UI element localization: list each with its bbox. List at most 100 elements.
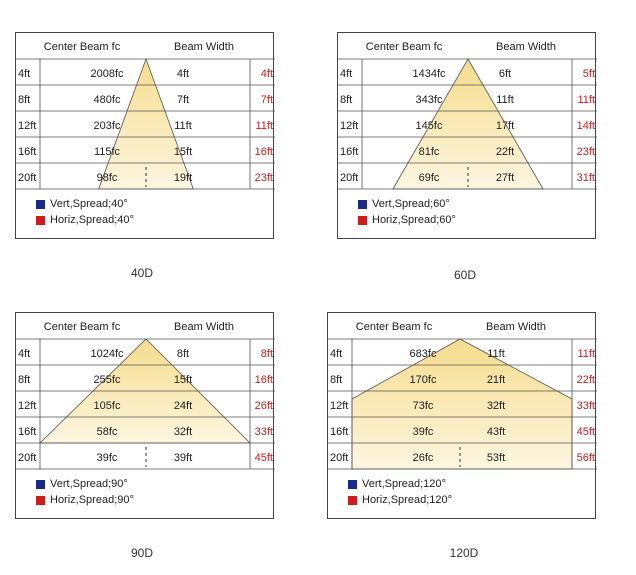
- caption-90: 90D: [130, 546, 153, 560]
- header-center-beam: Center Beam fc: [366, 41, 443, 53]
- row-center-fc: 115fc: [94, 146, 121, 158]
- row-horiz-width: 14ft: [577, 120, 595, 132]
- row-distance: 16ft: [340, 146, 358, 158]
- row-distance: 4ft: [330, 348, 342, 360]
- row-center-fc: 58fc: [97, 426, 118, 438]
- row-horiz-width: 23ft: [577, 146, 595, 158]
- vert-swatch: [348, 479, 357, 489]
- row-distance: 8ft: [330, 374, 342, 386]
- row-beam-width: 15ft: [174, 374, 192, 386]
- beam-panel-40: Center Beam fc Beam Width 4ft 2008fc 4ft 4ft 8…: [15, 32, 275, 239]
- row-center-fc: 203fc: [94, 120, 121, 132]
- vert-swatch: [36, 199, 45, 209]
- row-distance: 4ft: [18, 68, 30, 80]
- row-beam-width: 22ft: [496, 146, 514, 158]
- row-horiz-width: 11ft: [255, 120, 273, 132]
- beam-cone: [351, 338, 573, 470]
- caption-60: 60D: [453, 268, 476, 282]
- row-beam-width: 11ft: [174, 120, 192, 132]
- row-horiz-width: 4ft: [261, 68, 273, 80]
- row-distance: 20ft: [18, 452, 36, 464]
- legend-horiz-label: Horiz,Spread;60°: [372, 214, 456, 226]
- row-horiz-width: 33ft: [255, 426, 273, 438]
- row-center-fc: 39fc: [97, 452, 118, 464]
- row-horiz-width: 56ft: [577, 452, 595, 464]
- beam-panel-90: Center Beam fc Beam Width 4ft 1024fc 8ft 8ft 8…: [15, 312, 275, 519]
- header-beam-width: Beam Width: [174, 321, 234, 333]
- row-beam-width: 7ft: [177, 94, 189, 106]
- beam-diagram-90: Center Beam fc Beam Width 4ft 1024fc 8ft 8ft 8…: [16, 321, 275, 470]
- row-center-fc: 2008fc: [90, 68, 124, 80]
- row-center-fc: 1024fc: [90, 348, 124, 360]
- row-center-fc: 145fc: [416, 120, 443, 132]
- legend-vert-label: Vert,Spread;40°: [50, 198, 128, 210]
- header-center-beam: Center Beam fc: [44, 321, 121, 333]
- row-center-fc: 105fc: [94, 400, 121, 412]
- caption-40: 40D: [130, 266, 153, 280]
- row-beam-width: 11ft: [487, 348, 505, 360]
- row-horiz-width: 16ft: [255, 374, 273, 386]
- row-distance: 4ft: [18, 348, 30, 360]
- row-beam-width: 32ft: [487, 400, 505, 412]
- horiz-swatch: [36, 215, 45, 225]
- header-beam-width: Beam Width: [486, 321, 546, 333]
- beam-panel-60: Center Beam fc Beam Width 4ft 1434fc 6ft 5ft 8…: [337, 32, 597, 239]
- row-center-fc: 343fc: [416, 94, 443, 106]
- row-horiz-width: 11ft: [577, 94, 595, 106]
- header-center-beam: Center Beam fc: [44, 41, 121, 53]
- legend-vert-label: Vert,Spread;90°: [50, 478, 128, 490]
- row-center-fc: 255fc: [94, 374, 121, 386]
- row-distance: 20ft: [340, 172, 358, 184]
- row-distance: 8ft: [340, 94, 352, 106]
- row-beam-width: 32ft: [174, 426, 192, 438]
- row-beam-width: 8ft: [177, 348, 189, 360]
- legend-horiz-label: Horiz,Spread;120°: [362, 494, 453, 506]
- horiz-swatch: [36, 495, 45, 505]
- row-horiz-width: 33ft: [577, 400, 595, 412]
- row-center-fc: 69fc: [419, 172, 440, 184]
- row-beam-width: 24ft: [174, 400, 192, 412]
- horiz-swatch: [358, 215, 367, 225]
- legend-horiz-label: Horiz,Spread;40°: [50, 214, 134, 226]
- row-beam-width: 39ft: [174, 452, 192, 464]
- row-center-fc: 1434fc: [412, 68, 446, 80]
- header-center-beam: Center Beam fc: [356, 321, 433, 333]
- row-horiz-width: 26ft: [255, 400, 273, 412]
- beam-diagram-60: Center Beam fc Beam Width 4ft 1434fc 6ft 5ft 8…: [338, 41, 597, 190]
- row-distance: 8ft: [18, 94, 30, 106]
- row-distance: 20ft: [18, 172, 36, 184]
- row-distance: 12ft: [18, 120, 36, 132]
- beam-diagram-120: Center Beam fc Beam Width 4ft 683fc 11ft 11ft…: [328, 321, 597, 470]
- row-distance: 12ft: [340, 120, 358, 132]
- beam-diagram-40: Center Beam fc Beam Width 4ft 2008fc 4ft 4ft 8…: [16, 41, 275, 190]
- row-beam-width: 6ft: [499, 68, 511, 80]
- row-distance: 12ft: [330, 400, 348, 412]
- row-horiz-width: 45ft: [577, 426, 595, 438]
- row-beam-width: 15ft: [174, 146, 192, 158]
- row-horiz-width: 11ft: [577, 348, 595, 360]
- row-horiz-width: 5ft: [583, 68, 595, 80]
- caption-120: 120D: [449, 546, 479, 560]
- row-center-fc: 683fc: [410, 348, 437, 360]
- row-beam-width: 43ft: [487, 426, 505, 438]
- row-horiz-width: 7ft: [261, 94, 273, 106]
- row-beam-width: 27ft: [496, 172, 514, 184]
- horiz-swatch: [348, 495, 357, 505]
- legend-vert-label: Vert,Spread;120°: [362, 478, 446, 490]
- row-beam-width: 4ft: [177, 68, 189, 80]
- legend-120: Vert,Spread;120° Horiz,Spread;120°: [348, 476, 452, 508]
- vert-swatch: [358, 199, 367, 209]
- header-beam-width: Beam Width: [496, 41, 556, 53]
- row-center-fc: 73fc: [413, 400, 434, 412]
- row-distance: 4ft: [340, 68, 352, 80]
- legend-60: Vert,Spread;60° Horiz,Spread;60°: [358, 196, 456, 228]
- row-horiz-width: 45ft: [255, 452, 273, 464]
- row-distance: 20ft: [330, 452, 348, 464]
- beam-panel-120: Center Beam fc Beam Width 4ft 683fc 11ft 11ft…: [327, 312, 597, 519]
- legend-horiz-label: Horiz,Spread;90°: [50, 494, 134, 506]
- vert-swatch: [36, 479, 45, 489]
- row-beam-width: 19ft: [174, 172, 192, 184]
- row-distance: 8ft: [18, 374, 30, 386]
- row-center-fc: 26fc: [413, 452, 434, 464]
- row-center-fc: 480fc: [94, 94, 121, 106]
